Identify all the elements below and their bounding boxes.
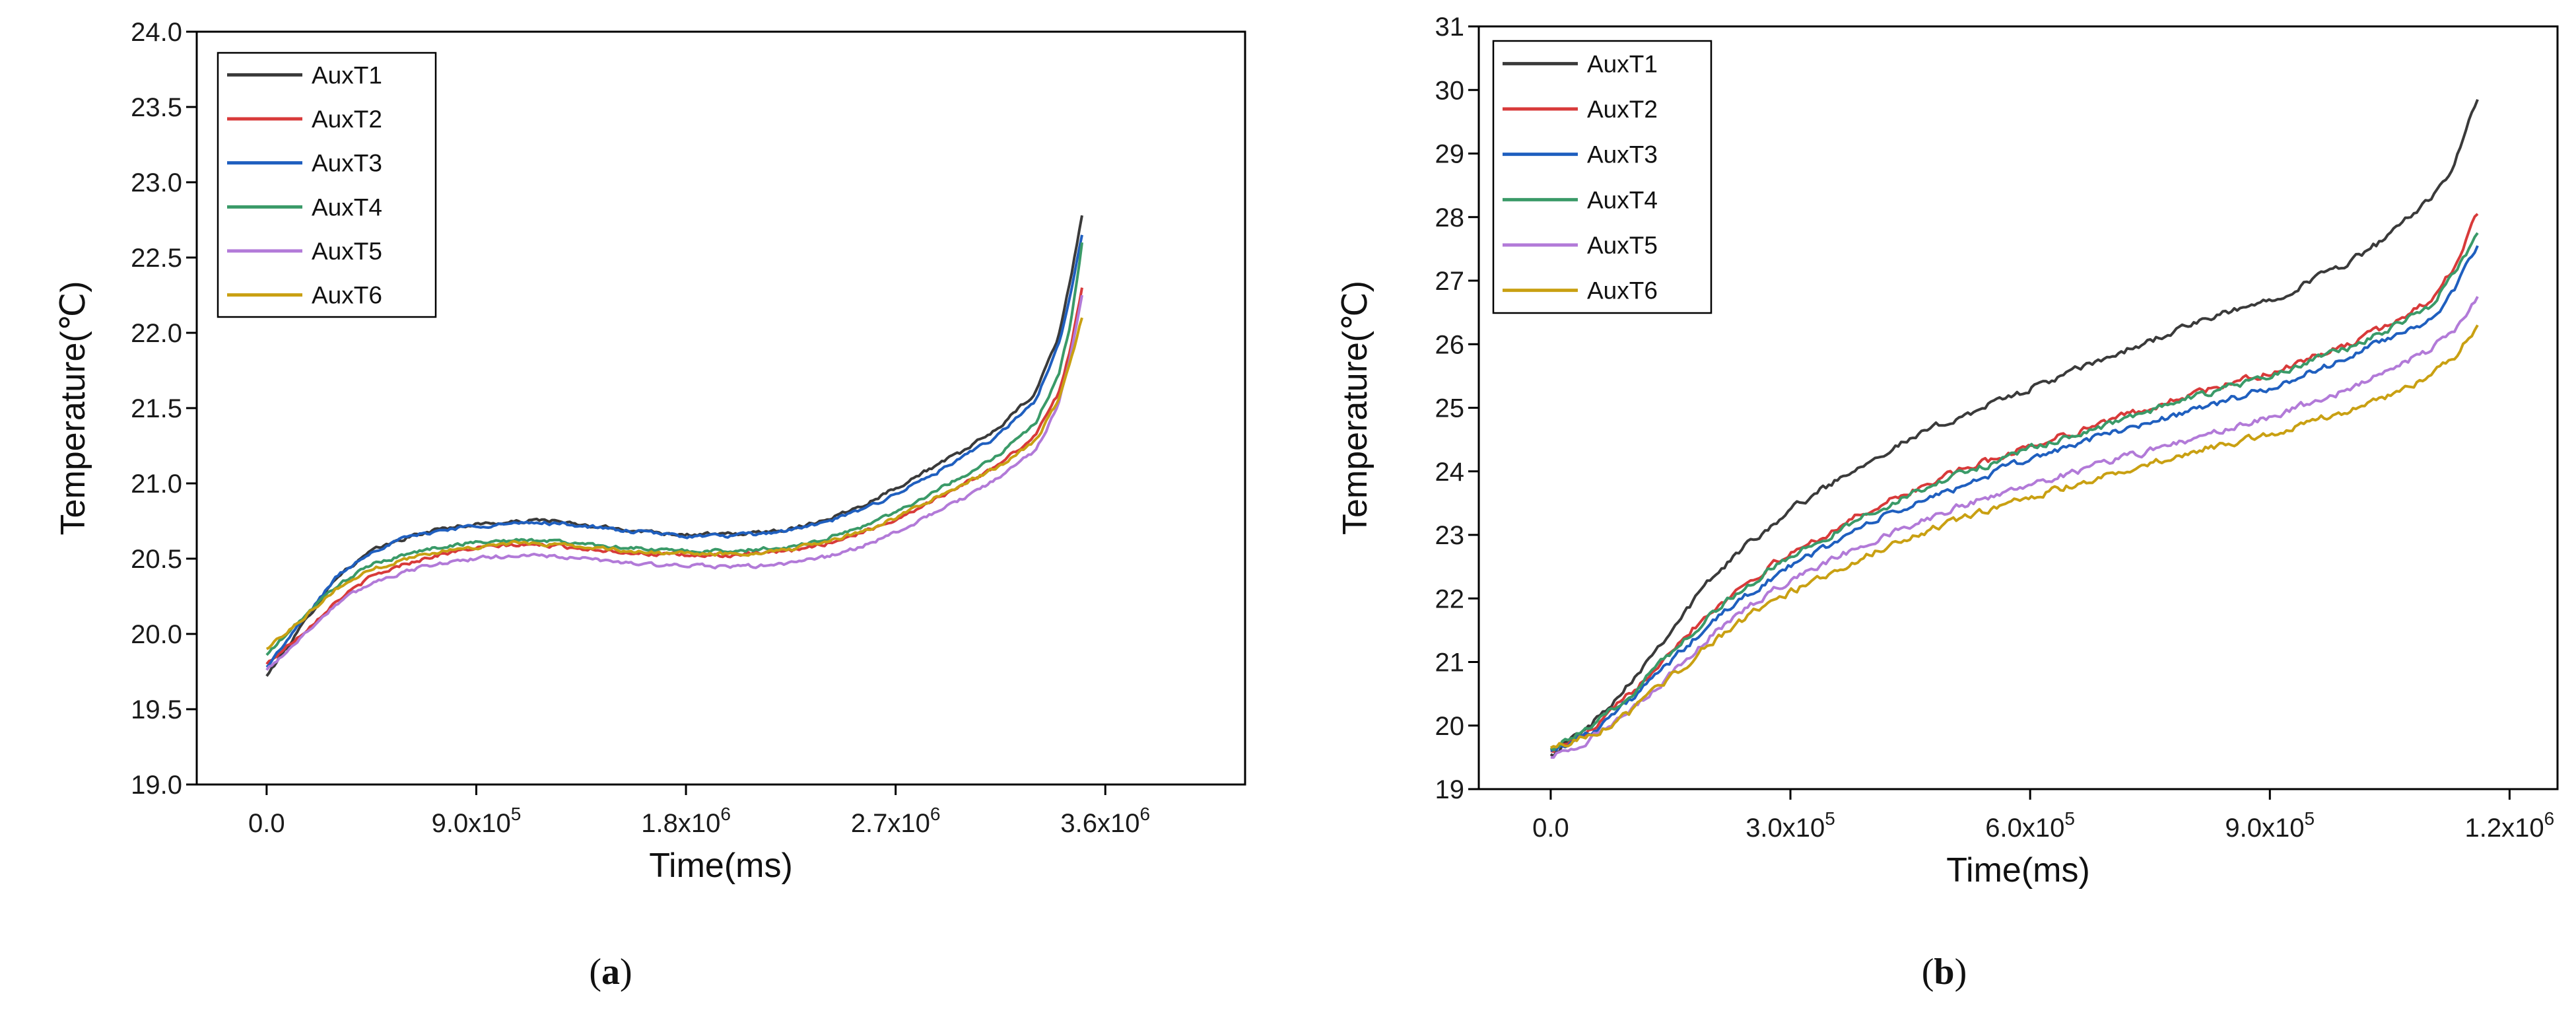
x-tick-label: 3.6x106 [1060,804,1150,838]
legend-label-auxt1: AuxT1 [1587,50,1658,77]
legend-label-auxt6: AuxT6 [312,282,382,309]
panel-a-chart: 19.0 19.5 20.0 20.5 21.0 21.5 22.0 22.5 23.0 23.5… [54,18,1246,993]
legend-label-auxt1: AuxT1 [312,61,382,88]
legend-label-auxt3: AuxT3 [1587,141,1658,168]
y-axis-label: Temperature(℃) [54,281,92,536]
y-tick-label: 22.5 [131,244,182,273]
y-tick-label: 21.0 [131,470,182,499]
x-tick-exponent: 5 [1825,808,1835,829]
caption-open-paren: ( [1922,952,1934,993]
x-tick-base: 2.7x10 [851,809,930,838]
series-line-auxt5 [265,295,1083,671]
y-tick-label: 24.0 [131,18,182,47]
series-line-auxt5 [1550,296,2479,759]
x-tick-label: 2.7x106 [851,804,941,838]
x-tick-exponent: 6 [930,804,941,824]
x-axis-label: Time(ms) [1946,851,2090,889]
y-tick-label: 19.5 [131,695,182,724]
x-tick-exponent: 5 [2064,808,2075,829]
panel-caption: (a) [589,952,632,993]
legend-box [1492,40,1712,314]
x-tick-label: 9.0x105 [432,804,522,838]
y-tick-label: 26 [1435,330,1465,359]
x-tick-base: 0.0 [248,809,285,838]
x-tick-base: 1.8x10 [641,809,720,838]
legend-label-auxt5: AuxT5 [312,238,382,265]
x-tick-base: 3.6x10 [1060,809,1139,838]
legend-label-auxt4: AuxT4 [312,193,382,221]
caption-letter: b [1934,952,1954,993]
legend-label-auxt5: AuxT5 [1587,232,1658,259]
x-tick-exponent: 5 [511,804,522,824]
y-tick-label: 24 [1435,458,1465,487]
caption-close-paren: ) [1955,952,1967,993]
caption-close-paren: ) [620,952,632,993]
y-axis-label: Temperature(℃) [1336,281,1374,535]
series-line-auxt6 [265,317,1083,650]
series-line-auxt6 [1550,324,2479,750]
series-lines [265,215,1083,677]
x-tick-exponent: 5 [2305,808,2315,829]
x-tick-label: 3.0x105 [1746,808,1835,843]
y-tick-label: 19.0 [131,771,182,800]
y-tick-label: 21 [1435,648,1465,678]
x-tick-base: 1.2x10 [2465,814,2544,843]
x-tick-base: 6.0x10 [1985,814,2064,843]
x-tick-label: 1.2x106 [2465,808,2555,843]
x-tick-label: 6.0x105 [1985,808,2075,843]
y-tick-label: 20.0 [131,620,182,649]
legend-label-auxt6: AuxT6 [1587,277,1658,304]
x-tick-label: 9.0x105 [2225,808,2315,843]
series-line-auxt4 [265,242,1083,656]
x-tick-base: 3.0x10 [1746,814,1825,843]
panel-caption: (b) [1922,952,1967,993]
y-tick-label: 22 [1435,584,1465,613]
x-tick-exponent: 6 [720,804,731,824]
legend-box [217,52,437,318]
series-line-auxt3 [265,234,1083,668]
series-line-auxt2 [265,287,1083,665]
legend: AuxT1 AuxT2 AuxT3 AuxT4 AuxT5 AuxT6 [217,52,437,318]
y-tick-label: 23 [1435,521,1465,550]
y-tick-label: 29 [1435,140,1465,169]
x-tick-exponent: 6 [1140,804,1151,824]
series-lines [1549,98,2479,759]
legend-label-auxt4: AuxT4 [1587,186,1658,213]
caption-open-paren: ( [589,952,601,993]
x-tick-base: 0.0 [1532,814,1569,843]
y-tick-label: 28 [1435,203,1465,232]
x-tick-label: 0.0 [248,809,285,838]
y-tick-label: 27 [1435,267,1465,296]
y-tick-label: 20 [1435,712,1465,741]
y-tick-label: 30 [1435,76,1465,105]
series-line-auxt1 [1549,98,2479,758]
y-tick-label: 21.5 [131,394,182,423]
series-line-auxt3 [1550,245,2479,753]
series-line-auxt4 [1549,232,2479,751]
y-tick-label: 31 [1435,13,1465,42]
y-tick-label: 22.0 [131,319,182,348]
x-tick-base: 9.0x10 [2225,814,2304,843]
x-tick-base: 9.0x10 [432,809,511,838]
y-tick-label: 20.5 [131,545,182,574]
x-tick-exponent: 6 [2544,808,2555,829]
x-tick-label: 0.0 [1532,814,1569,843]
y-tick-label: 23.5 [131,93,182,122]
legend: AuxT1 AuxT2 AuxT3 AuxT4 AuxT5 AuxT6 [1492,40,1712,314]
caption-letter: a [601,952,620,993]
y-tick-label: 25 [1435,394,1465,423]
legend-label-auxt2: AuxT2 [312,106,382,133]
x-axis-label: Time(ms) [649,847,793,885]
x-tick-label: 1.8x106 [641,804,731,838]
y-tick-label: 19 [1435,775,1465,804]
y-tick-label: 23.0 [131,168,182,197]
legend-label-auxt2: AuxT2 [1587,96,1658,123]
legend-label-auxt3: AuxT3 [312,150,382,177]
